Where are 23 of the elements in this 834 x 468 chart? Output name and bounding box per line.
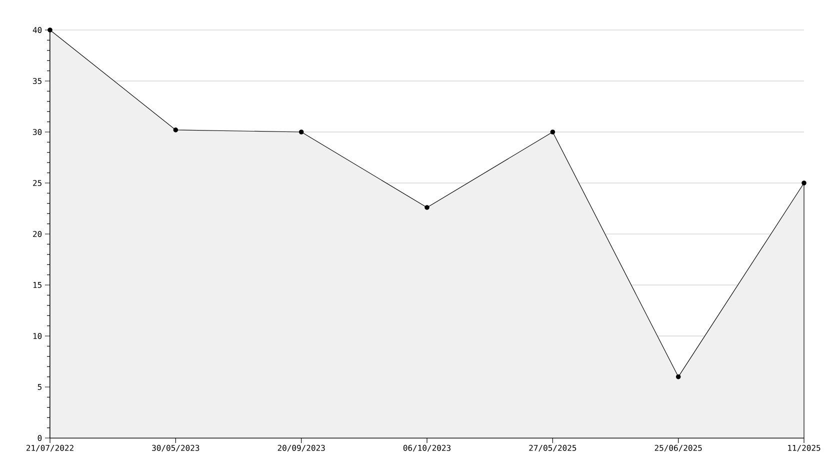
y-tick-label: 25: [33, 180, 42, 186]
y-tick-label: 35: [33, 78, 42, 84]
y-tick-label: 20: [33, 230, 42, 238]
point: [48, 28, 52, 32]
x-tick-label: 20/09/2023: [278, 444, 325, 452]
x-tick-label: 06/10/2023: [403, 444, 450, 452]
x-tick-label: 25/06/2025: [654, 444, 702, 452]
point: [298, 130, 304, 134]
y-tick-label: 30: [33, 128, 42, 136]
x-tick-label: 21/07/2022: [26, 444, 74, 452]
point: [424, 205, 430, 210]
point: [802, 180, 806, 186]
y-tick-label: 40: [32, 26, 42, 34]
x-tick-label: 11/2025: [788, 444, 820, 452]
y-tick-label: 0: [38, 434, 42, 442]
point: [676, 374, 681, 380]
y-tick-label: 5: [38, 384, 42, 390]
x-tick-label: 27/05/2025: [529, 444, 576, 452]
x-tick-label: 30/05/2023: [152, 444, 200, 452]
y-tick-label: 10: [33, 332, 42, 340]
point: [550, 130, 556, 134]
y-tick-label: 15: [33, 282, 42, 288]
point: [173, 128, 178, 132]
